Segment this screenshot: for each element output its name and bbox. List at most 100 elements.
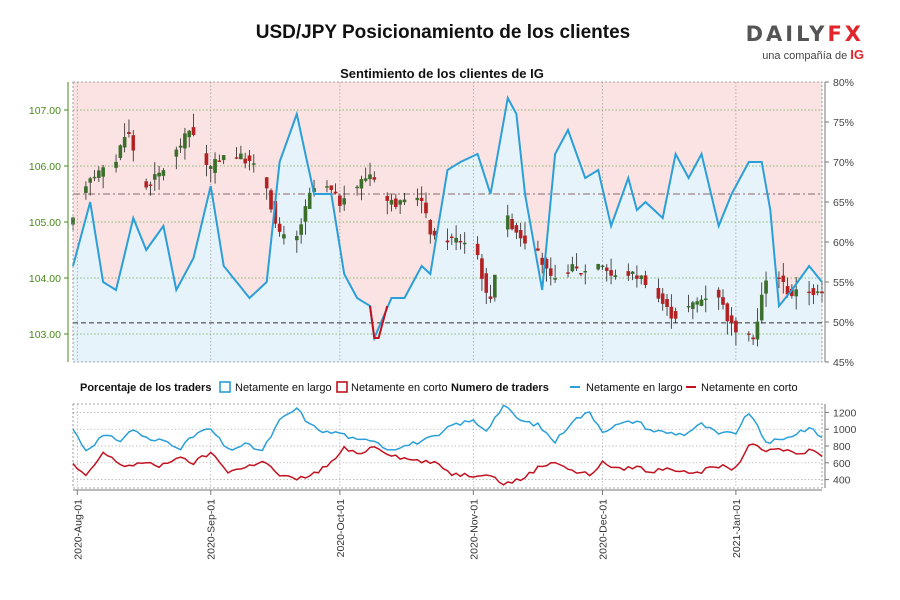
candle-body [114,161,118,168]
candle-body [673,311,678,319]
candle-body [118,145,123,158]
logo-subtitle: una compañía de IG [762,47,864,62]
count-axis-tick-label: 800 [833,441,851,453]
legend-short-swatch [336,381,348,393]
candle-body [264,177,269,189]
candle-body [660,293,665,304]
plot-frame [72,81,823,363]
candle-body [217,160,222,162]
candle-body [247,155,252,161]
count-frame [72,403,823,489]
candle-body [84,186,88,193]
candle-body [363,178,368,181]
count-axis-tick-label: 1000 [833,424,857,436]
candle-body [183,133,187,149]
legend: Porcentaje de los traders Netamente en la… [80,381,798,394]
candle-body [385,195,390,201]
candle-body [626,271,631,276]
candle-body [755,321,760,340]
candle-body [549,268,553,276]
candle-body [609,270,613,276]
candle-body [402,199,407,203]
candle-body [325,186,329,188]
right-axis-tick-label: 60% [833,237,854,249]
candle-body [458,240,463,243]
candle-body [394,198,398,208]
candle-body [251,163,256,165]
candle-body [604,267,609,271]
candle-body [656,288,661,299]
candle-body [815,291,820,293]
candle-body [329,185,334,190]
right-axis-tick-label: 70% [833,157,854,169]
candle-body [92,176,97,179]
candle-body [333,191,338,194]
count-axis-tick-label: 400 [833,475,851,487]
candle-body [243,158,247,164]
candle-body [781,275,786,282]
candle-body [703,298,708,301]
candle-body [721,297,725,305]
candle-body [157,172,161,177]
percent-long-line [72,94,823,342]
candle-body [127,132,131,134]
candle-body [523,235,527,244]
legend-percent-long: Netamente en largo [235,382,332,394]
candle-body [342,198,346,205]
candle-body [777,277,781,279]
candle-body [282,234,286,239]
candle-body [368,174,372,180]
left-axis-tick-label: 104.00 [29,273,61,285]
candle-body [566,272,570,274]
candle-body [419,197,424,202]
candle-body [764,280,768,294]
legend-number-title: Numero de traders [451,382,549,394]
count-axis-tick-label: 600 [833,458,851,470]
candle-body [488,296,493,299]
candle-body [239,153,243,160]
candle-body [811,288,816,296]
legend-number-short: Netamente en corto [701,382,798,394]
candle-body [635,275,639,279]
x-axis: 2020-Aug-01 2020-Sep-01 2020-Oct-01 2020-No… [72,489,822,560]
left-axis-tick-label: 107.00 [29,105,61,117]
right-axis-tick-label: 75% [833,117,854,129]
candle-body [178,145,183,148]
count-axis-tick-label: 1200 [833,407,857,419]
candle-body [161,170,166,176]
candle-body [553,278,557,280]
candle-body [747,333,751,335]
sentiment-panel: Sentimiento de los clientes de IG 103.00 1… [29,66,854,369]
candle-body [462,242,467,245]
candle-body [398,200,402,205]
candle-body [514,225,519,233]
candle-body [174,149,179,157]
candle-body [600,265,605,268]
left-axis-tick-label: 103.00 [29,329,61,341]
candle-body [299,224,303,235]
short-sentiment-band [73,82,822,338]
x-axis-tick-label: 2021-Jan-01 [731,499,743,558]
x-axis-tick-label: 2020-Nov-01 [468,499,480,560]
percent-short-line [369,305,389,339]
candle-body [807,291,811,294]
x-axis-tick-label: 2020-Oct-01 [335,499,347,558]
candle-body [699,299,704,306]
candle-body [148,184,153,186]
x-axis-tick-label: 2020-Dec-01 [597,499,609,560]
right-axis-tick-label: 80% [833,77,854,89]
candle-body [204,153,209,165]
dailyfx-logo: DAILYFX una compañía de IG [746,22,870,64]
right-axis-tick-label: 65% [833,197,854,209]
candle-body [505,215,510,230]
candle-body [338,195,342,206]
count-short-line [72,443,823,486]
candle-body [536,248,540,251]
candle-body [122,136,127,148]
candle-body [794,289,798,297]
candle-body [716,289,721,298]
candle-body [208,166,213,169]
candle-body [187,130,192,138]
candle-body [574,266,579,269]
candle-body [152,174,157,180]
